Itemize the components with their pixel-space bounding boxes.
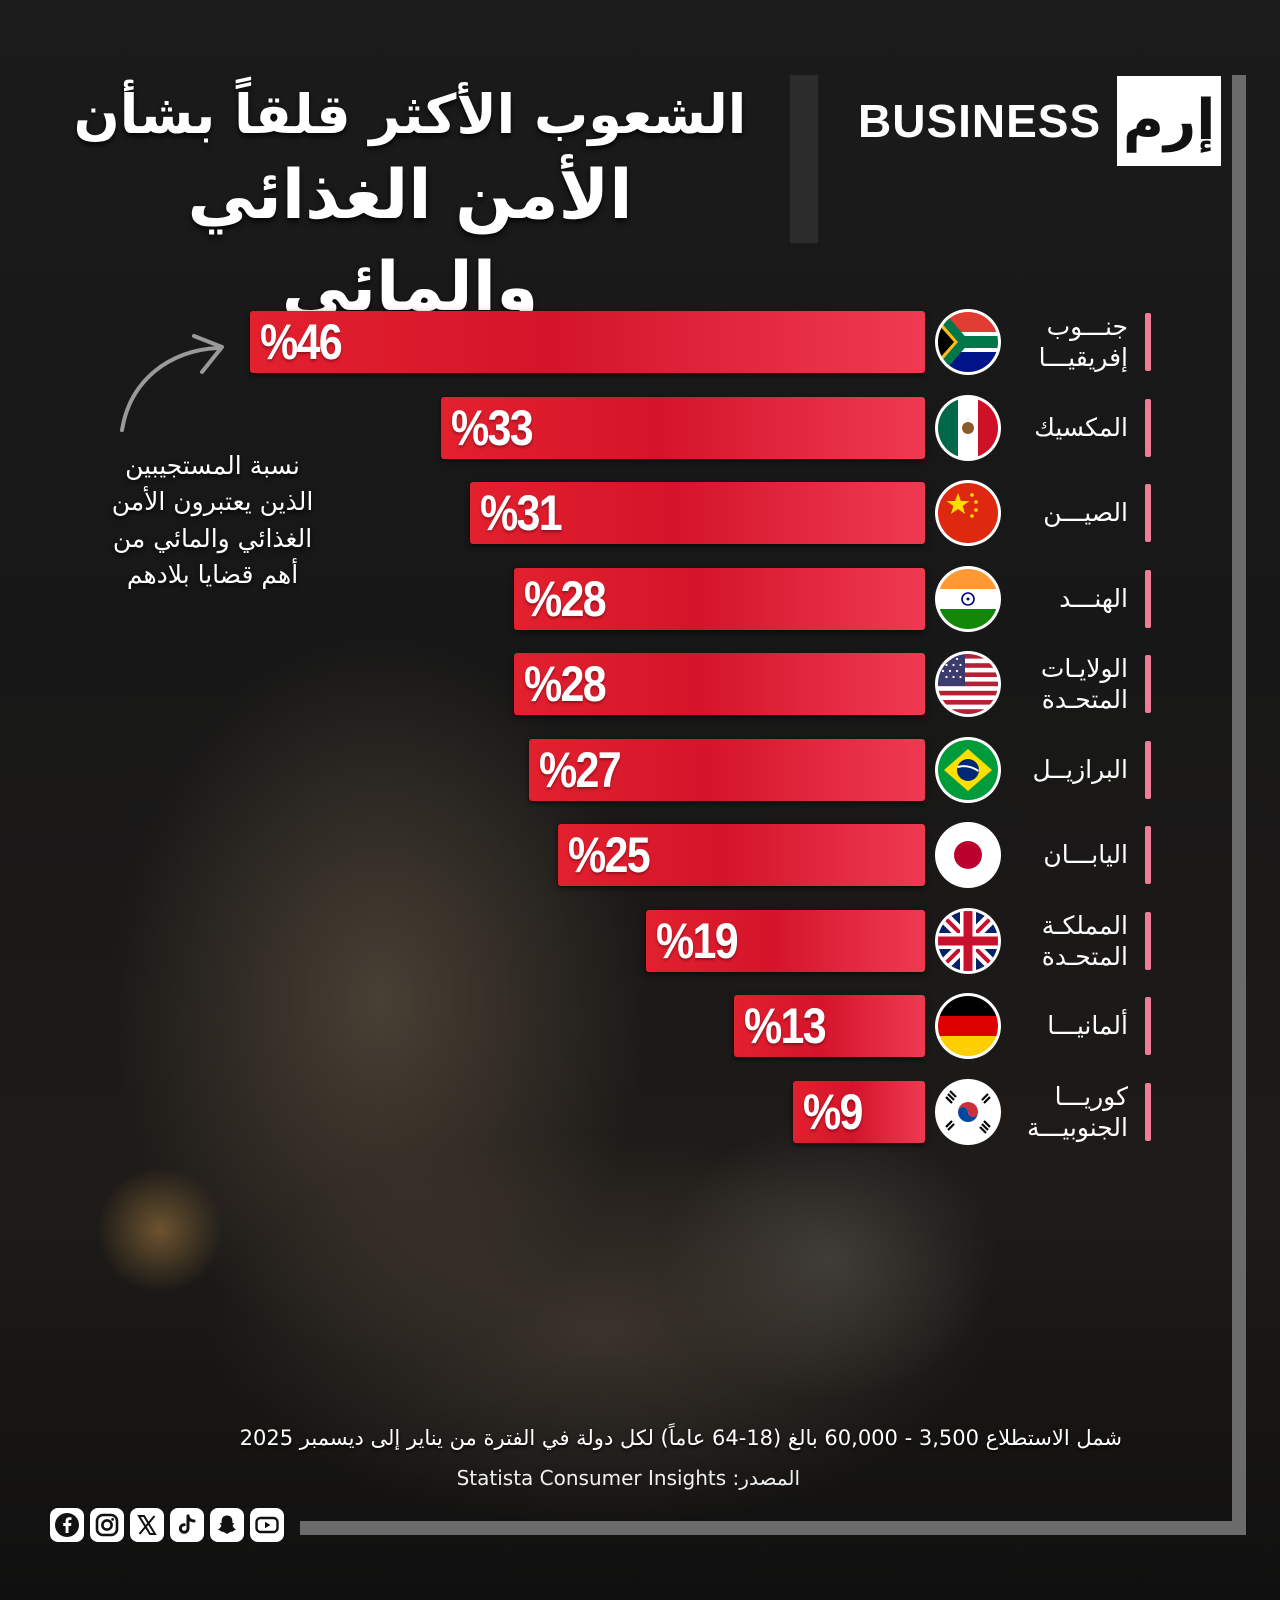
- country-label-line-1: الولايـات: [1040, 653, 1128, 683]
- country-label: البرازيــل: [1010, 739, 1128, 801]
- bar: %27: [529, 739, 925, 801]
- row-accent-tick: [1145, 826, 1151, 884]
- row-accent-tick: [1145, 912, 1151, 970]
- snapchat-icon[interactable]: [210, 1508, 244, 1542]
- country-label: الولايـات المتحـدة: [1010, 653, 1128, 715]
- arrow-icon: [120, 334, 224, 432]
- country-label: كوريـــا الجنوبيـــة: [1010, 1081, 1128, 1143]
- chart-row: %31 الصيـــن: [0, 482, 1280, 544]
- country-label-line-1: البرازيــل: [1032, 755, 1128, 785]
- country-label-line-1: الصيـــن: [1043, 498, 1128, 528]
- title-line-1: الشعوب الأكثر قلقاً بشأن: [73, 83, 747, 146]
- chart-row: %28 الهنـــد: [0, 568, 1280, 630]
- bar-value-label: %31: [480, 485, 563, 541]
- country-label: الصيـــن: [1010, 482, 1128, 544]
- note-line-4: أهم قضايا بلادهم: [126, 559, 299, 589]
- bar: %19: [646, 910, 925, 972]
- brand-name: BUSINESS: [858, 95, 1102, 147]
- country-label-line-2: إفريقيـــا: [1038, 343, 1128, 372]
- bar: %28: [514, 653, 925, 715]
- bar: %25: [558, 824, 925, 886]
- chart-note: نسبة المستجيبين الذين يعتبرون الأمن الغذ…: [80, 448, 345, 593]
- country-label-line-1: المملكـة: [1041, 910, 1128, 940]
- bar: %28: [514, 568, 925, 630]
- bar-value-label: %19: [656, 913, 739, 969]
- youtube-icon[interactable]: [250, 1508, 284, 1542]
- mexico-flag: [938, 398, 998, 458]
- brazil-flag: [938, 740, 998, 800]
- bar: %9: [793, 1081, 925, 1143]
- row-accent-tick: [1145, 313, 1151, 371]
- note-line-2: الذين يعتبرون الأمن: [111, 487, 314, 517]
- row-accent-tick: [1145, 1083, 1151, 1141]
- source-line: المصدر: Statista Consumer Insights: [456, 1466, 800, 1490]
- row-accent-tick: [1145, 655, 1151, 713]
- country-label-line-1: اليابـــان: [1043, 840, 1128, 870]
- frame-right-border: [1232, 75, 1246, 1535]
- frame-bottom-border: [300, 1521, 1246, 1535]
- row-accent-tick: [1145, 570, 1151, 628]
- chart-row: %28 الولايـات المتحـدة: [0, 653, 1280, 715]
- chart-row: %46 جنـــوب إفريقيـــا: [0, 311, 1280, 373]
- bar-value-label: %25: [568, 827, 651, 883]
- bar-value-label: %27: [539, 742, 622, 798]
- country-label-line-2: المتحـدة: [1041, 685, 1128, 714]
- bar-value-label: %46: [260, 314, 343, 370]
- chart-row: %13 ألمانيـــا: [0, 995, 1280, 1057]
- bar-value-label: %28: [524, 571, 607, 627]
- chart-row: %25 اليابـــان: [0, 824, 1280, 886]
- header-divider: [790, 75, 818, 243]
- country-label-line-1: الهنـــد: [1059, 584, 1128, 614]
- chart-row: %33 المكسيك: [0, 397, 1280, 459]
- chart-row: %9 كوريـــا الجنوبيـــة: [0, 1081, 1280, 1143]
- note-line-3: الغذائي والمائي من: [112, 523, 313, 553]
- tiktok-icon[interactable]: [170, 1508, 204, 1542]
- country-label: المكسيك: [1010, 397, 1128, 459]
- country-label-line-1: كوريـــا: [1054, 1081, 1128, 1111]
- bar-value-label: %9: [803, 1084, 863, 1140]
- bar: %31: [470, 482, 925, 544]
- china-flag: [938, 483, 998, 543]
- bar: %33: [441, 397, 925, 459]
- country-label-line-1: جنـــوب: [1046, 311, 1128, 341]
- x-icon[interactable]: [130, 1508, 164, 1542]
- bar-chart: %46 جنـــوب إفريقيـــا %33 المكسيك %31 الصيـــ…: [0, 311, 1280, 1143]
- country-label: اليابـــان: [1010, 824, 1128, 886]
- bar-value-label: %28: [524, 656, 607, 712]
- country-label-line-2: الجنوبيـــة: [1026, 1113, 1128, 1142]
- brand-mark: إرم: [1122, 88, 1216, 153]
- brand-mark-box: إرم: [1117, 76, 1222, 166]
- country-label: الهنـــد: [1010, 568, 1128, 630]
- germany-flag: [938, 996, 998, 1056]
- row-accent-tick: [1145, 399, 1151, 457]
- social-icons: [50, 1508, 284, 1542]
- country-label: ألمانيـــا: [1010, 995, 1128, 1057]
- bar: %13: [734, 995, 925, 1057]
- brand-logo: BUSINESS إرم: [858, 76, 1222, 166]
- note-line-1: نسبة المستجيبين: [125, 451, 300, 480]
- bar-value-label: %33: [451, 400, 534, 456]
- bar: %46: [250, 311, 925, 373]
- survey-footnote: شمل الاستطلاع 3,500 - 60,000 بالغ (18-64…: [239, 1426, 1122, 1450]
- country-label-line-2: المتحـدة: [1041, 942, 1128, 971]
- row-accent-tick: [1145, 997, 1151, 1055]
- country-label: جنـــوب إفريقيـــا: [1010, 311, 1128, 373]
- instagram-icon[interactable]: [90, 1508, 124, 1542]
- chart-row: %19 المملكـة المتحـدة: [0, 910, 1280, 972]
- india-flag: [938, 569, 998, 629]
- row-accent-tick: [1145, 741, 1151, 799]
- usa-flag: [938, 654, 998, 714]
- country-label-line-1: المكسيك: [1034, 413, 1128, 443]
- uk-flag: [938, 911, 998, 971]
- row-accent-tick: [1145, 484, 1151, 542]
- facebook-icon[interactable]: [50, 1508, 84, 1542]
- country-label-line-1: ألمانيـــا: [1047, 1011, 1128, 1041]
- south-africa-flag: [938, 312, 998, 372]
- chart-row: %27 البرازيــل: [0, 739, 1280, 801]
- japan-flag: [938, 825, 998, 885]
- country-label: المملكـة المتحـدة: [1010, 910, 1128, 972]
- bar-value-label: %13: [744, 998, 827, 1054]
- south-korea-flag: [938, 1082, 998, 1142]
